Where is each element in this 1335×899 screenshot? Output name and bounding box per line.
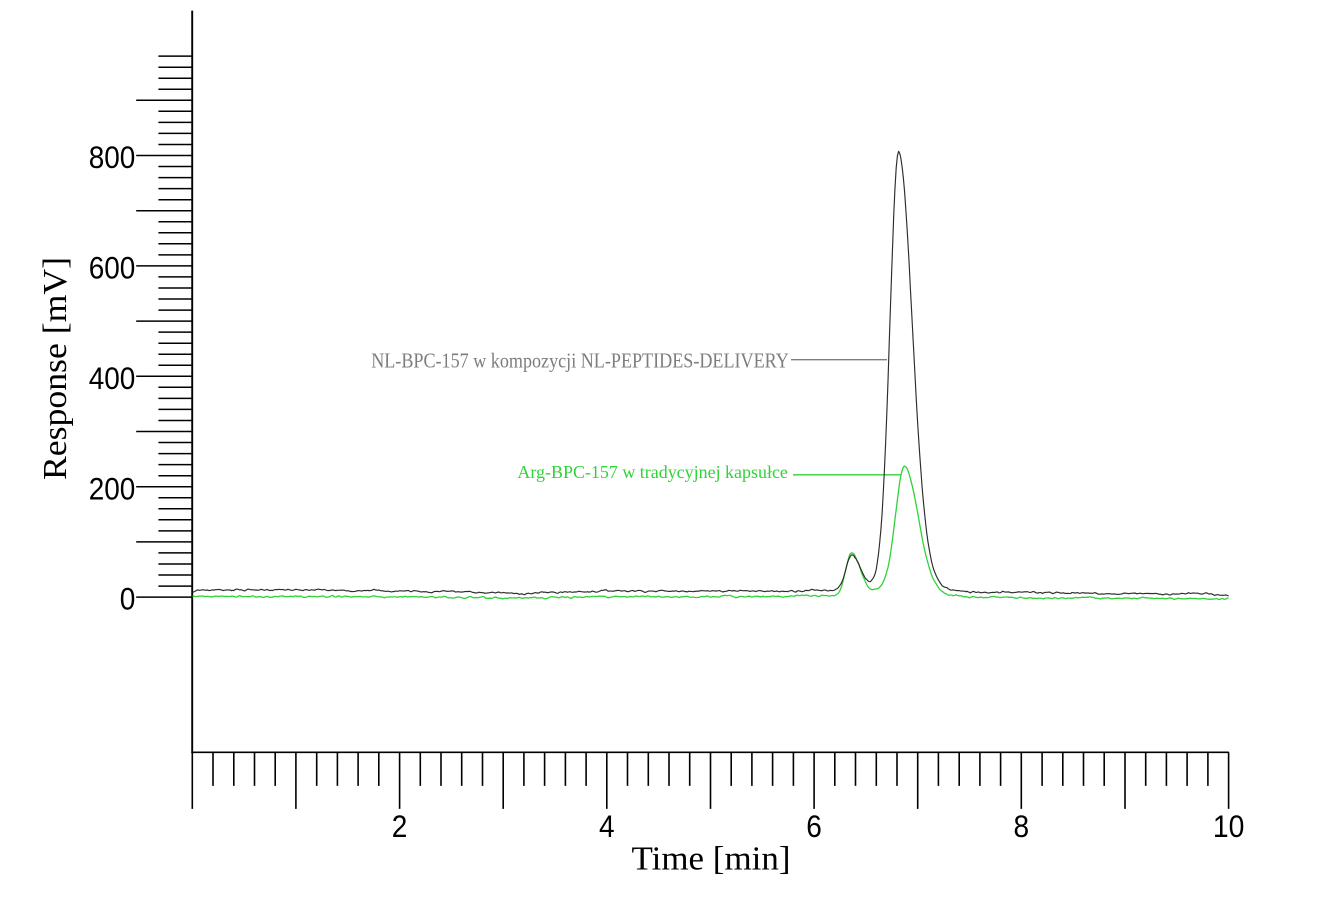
svg-text:Time [min]: Time [min]: [632, 841, 791, 878]
svg-text:600: 600: [89, 250, 136, 286]
svg-text:Response [mV]: Response [mV]: [37, 257, 74, 480]
svg-text:200: 200: [89, 470, 136, 506]
svg-text:8: 8: [1014, 808, 1030, 844]
svg-text:400: 400: [89, 360, 136, 396]
svg-text:800: 800: [89, 139, 136, 175]
svg-text:6: 6: [806, 808, 822, 844]
svg-text:Arg-BPC-157 w tradycyjnej kaps: Arg-BPC-157 w tradycyjnej kapsułce: [517, 462, 788, 482]
svg-text:2: 2: [392, 808, 408, 844]
svg-text:4: 4: [599, 808, 615, 844]
svg-text:NL-BPC-157 w kompozycji NL-PEP: NL-BPC-157 w kompozycji NL-PEPTIDES-DELI…: [371, 349, 789, 373]
svg-text:10: 10: [1213, 808, 1245, 844]
svg-text:0: 0: [120, 581, 136, 617]
